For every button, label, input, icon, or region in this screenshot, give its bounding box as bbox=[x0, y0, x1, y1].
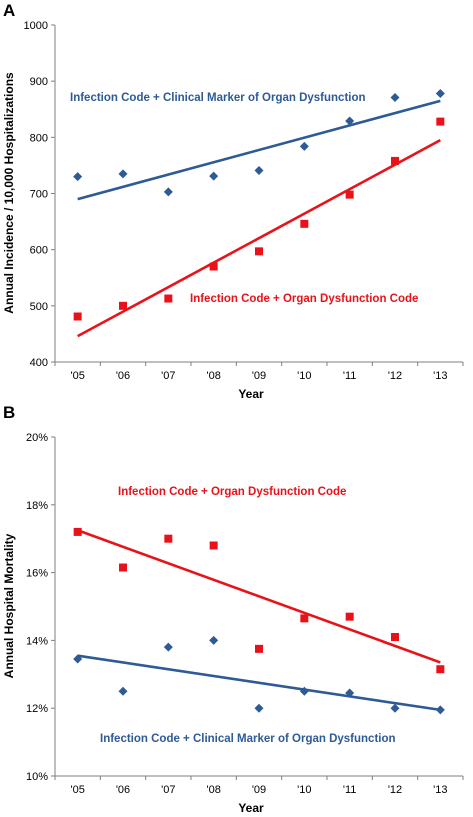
panel-a-x-tick-label: '11 bbox=[343, 370, 357, 382]
panel-b-x-tick-label: '10 bbox=[297, 784, 311, 796]
panel-a-data-point-diamond bbox=[209, 171, 219, 181]
panel-a-data-point-square bbox=[436, 117, 445, 126]
panel-a-data-point-square bbox=[119, 301, 127, 310]
panel-b-data-point-square bbox=[73, 527, 82, 536]
panel-b-x-axis-label: Year bbox=[238, 801, 264, 815]
panel-b-data-point-diamond bbox=[209, 635, 219, 645]
panel-a-data-point-diamond bbox=[390, 92, 400, 102]
panel-a-trend-line-organ-dysfunction-code bbox=[77, 138, 441, 338]
panel-b-x-tick-label: '05 bbox=[70, 784, 84, 796]
panel-b-data-point-diamond bbox=[435, 705, 445, 715]
panel-b-x-tick-label: '11 bbox=[343, 784, 357, 796]
panel-b-x-tick-label: '08 bbox=[206, 784, 220, 796]
panel-b-y-tick-label: 12% bbox=[26, 703, 48, 715]
panel-a-x-tick-label: '13 bbox=[433, 370, 447, 382]
panel-a-data-point-diamond bbox=[73, 172, 83, 182]
panel-a-y-tick-label: 900 bbox=[30, 76, 48, 88]
panel-a-y-tick-label: 700 bbox=[30, 189, 48, 201]
panel-a-x-tick-label: '10 bbox=[297, 370, 311, 382]
panel-a-y-tick-label: 600 bbox=[30, 245, 48, 257]
panel-a-data-point-diamond bbox=[254, 165, 264, 175]
panel-b-letter: B bbox=[3, 403, 15, 422]
panel-b-annotation-organ-dysfunction-code: Infection Code + Organ Dysfunction Code bbox=[118, 486, 346, 498]
panel-a-x-tick-label: '08 bbox=[206, 370, 220, 382]
panel-b-x-tick-label: '06 bbox=[116, 784, 130, 796]
panel-b-trend-line-organ-dysfunction-code bbox=[77, 529, 441, 664]
panel-b-x-tick-label: '07 bbox=[161, 784, 175, 796]
panel-b-y-tick-label: 20% bbox=[26, 432, 48, 444]
panel-b-data-point-square bbox=[164, 534, 173, 543]
panel-b-x-tick-label: '09 bbox=[252, 784, 266, 796]
panel-a-data-point-square bbox=[345, 190, 354, 199]
panel-a-annotation-organ-dysfunction-code: Infection Code + Organ Dysfunction Code bbox=[190, 293, 418, 305]
panel-b-x-tick-label: '12 bbox=[388, 784, 402, 796]
panel-a-y-axis-label: Annual Incidence / 10,000 Hospitalizatio… bbox=[2, 72, 16, 314]
panel-a-data-point-diamond bbox=[118, 169, 128, 179]
panel-b-annotation-clinical-marker: Infection Code + Clinical Marker of Orga… bbox=[100, 733, 396, 745]
panel-b-chart: B Annual Hospital Mortality Year Infecti… bbox=[2, 403, 464, 815]
panel-a-data-point-square bbox=[73, 312, 82, 321]
panel-b-data-point-square bbox=[436, 665, 445, 674]
panel-b-y-tick-label: 18% bbox=[26, 500, 48, 512]
panel-a-x-tick-label: '05 bbox=[70, 370, 84, 382]
panel-a-y-tick-label: 800 bbox=[30, 132, 48, 144]
panel-a-data-point-square bbox=[209, 262, 218, 271]
panel-b-y-tick-label: 14% bbox=[26, 635, 48, 647]
panel-a-data-point-diamond bbox=[163, 187, 173, 197]
panel-a-y-tick-label: 500 bbox=[30, 301, 48, 313]
panel-b-y-tick-label: 16% bbox=[26, 568, 48, 580]
panel-a-x-axis-label: Year bbox=[238, 387, 264, 401]
panel-b-y-tick-label: 10% bbox=[26, 771, 48, 783]
panel-a-data-point-square bbox=[164, 294, 173, 303]
panel-b-data-point-diamond bbox=[254, 703, 264, 713]
panel-b-data-point-diamond bbox=[390, 703, 400, 713]
panel-a-x-tick-label: '07 bbox=[161, 370, 175, 382]
panel-b-data-point-square bbox=[209, 541, 218, 550]
panel-a-data-point-diamond bbox=[435, 89, 445, 99]
panel-a-x-tick-label: '09 bbox=[252, 370, 266, 382]
panel-a-x-tick-label: '12 bbox=[388, 370, 402, 382]
panel-a-data-point-square bbox=[300, 219, 309, 228]
panel-b-data-point-square bbox=[255, 644, 263, 653]
panel-a-annotation-clinical-marker: Infection Code + Clinical Marker of Orga… bbox=[70, 92, 366, 104]
panel-a-letter: A bbox=[3, 1, 15, 20]
panel-a-y-tick-label: 1000 bbox=[24, 20, 48, 32]
panel-b-data-point-square bbox=[119, 563, 127, 572]
panel-b-data-point-square bbox=[345, 612, 354, 621]
panel-b-data-point-diamond bbox=[345, 688, 355, 698]
panel-a-y-tick-label: 400 bbox=[30, 357, 48, 369]
panel-a-data-point-diamond bbox=[299, 141, 309, 151]
panel-a-trend-line-clinical-marker bbox=[77, 99, 441, 201]
panel-a-data-point-square bbox=[391, 156, 399, 165]
panel-b-data-point-diamond bbox=[118, 686, 128, 696]
panel-b-x-tick-label: '13 bbox=[433, 784, 447, 796]
panel-b-data-point-diamond bbox=[163, 642, 173, 652]
panel-a-data-point-square bbox=[255, 247, 263, 256]
panel-b-data-point-square bbox=[300, 614, 309, 623]
panel-b-trend-line-clinical-marker bbox=[77, 654, 441, 712]
panel-b-data-point-diamond bbox=[299, 686, 309, 696]
panel-a-data-point-diamond bbox=[345, 116, 355, 126]
panel-a-x-tick-label: '06 bbox=[116, 370, 130, 382]
panel-a-chart: A Annual Incidence / 10,000 Hospitalizat… bbox=[2, 1, 464, 401]
panel-b-data-point-diamond bbox=[73, 654, 83, 664]
panel-b-data-point-square bbox=[391, 633, 399, 642]
panel-b-y-axis-label: Annual Hospital Mortality bbox=[2, 533, 16, 678]
